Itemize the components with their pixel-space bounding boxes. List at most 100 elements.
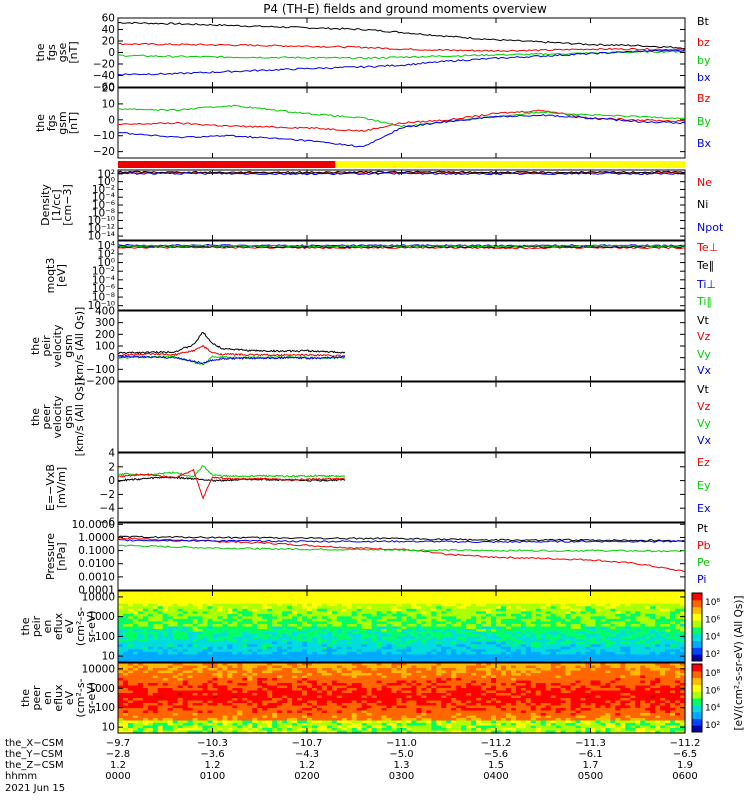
heatmap-cell	[356, 623, 363, 628]
heatmap-cell	[421, 598, 427, 602]
heatmap-cell	[207, 651, 214, 655]
heatmap-cell	[331, 710, 338, 714]
heatmap-cell	[530, 591, 537, 595]
heatmap-cell	[515, 654, 522, 658]
heatmap-cell	[321, 690, 328, 694]
heatmap-cell	[620, 611, 626, 615]
heatmap-cell	[535, 606, 542, 610]
heatmap-cell	[645, 593, 651, 597]
heatmap-cell	[177, 683, 184, 687]
heatmap-cell	[351, 715, 358, 719]
heatmap-cell	[630, 659, 636, 663]
heatmap-cell	[267, 596, 273, 600]
heatmap-cell	[157, 675, 164, 679]
heatmap-cell	[540, 623, 547, 628]
heatmap-cell	[177, 616, 184, 620]
heatmap-cell	[575, 644, 582, 648]
heatmap-cell	[212, 725, 219, 729]
heatmap-cell	[436, 621, 442, 625]
heatmap-cell	[371, 639, 378, 643]
heatmap-cell	[471, 616, 477, 620]
heatmap-cell	[152, 718, 159, 722]
heatmap-cell	[302, 678, 308, 682]
heatmap-cell	[147, 646, 154, 650]
heatmap-cell	[282, 708, 288, 712]
heatmap-cell	[436, 611, 442, 615]
heatmap-cell	[262, 675, 268, 679]
heatmap-cell	[257, 725, 263, 729]
heatmap-cell	[366, 646, 373, 650]
heatmap-cell	[137, 659, 144, 663]
heatmap-cell	[570, 606, 577, 610]
heatmap-cell	[615, 608, 621, 612]
heatmap-cell	[212, 730, 219, 734]
heatmap-cell	[267, 656, 273, 661]
heatmap-cell	[421, 641, 427, 645]
heatmap-cell	[421, 646, 427, 650]
heatmap-cell	[351, 631, 358, 635]
heatmap-cell	[515, 613, 522, 617]
heatmap-cell	[132, 725, 139, 729]
heatmap-cell	[237, 646, 243, 650]
heatmap-cell	[675, 629, 681, 633]
heatmap-cell	[630, 591, 636, 595]
heatmap-cell	[272, 618, 278, 623]
heatmap-cell	[371, 596, 378, 600]
heatmap-cell	[436, 641, 442, 645]
heatmap-cell	[500, 616, 507, 620]
heatmap-cell	[142, 601, 149, 605]
heatmap-cell	[341, 608, 348, 612]
heatmap-cell	[381, 601, 388, 605]
heatmap-cell	[351, 616, 358, 620]
heatmap-cell	[247, 656, 253, 661]
heatmap-cell	[356, 601, 363, 605]
heatmap-cell	[670, 654, 676, 658]
y-tick-label: 10⁻¹²	[88, 223, 115, 235]
heatmap-cell	[361, 673, 368, 677]
heatmap-cell	[137, 725, 144, 729]
heatmap-cell	[202, 611, 209, 615]
heatmap-cell	[122, 613, 129, 617]
heatmap-cell	[127, 616, 134, 620]
heatmap-cell	[545, 608, 552, 612]
heatmap-cell	[187, 708, 194, 712]
heatmap-cell	[346, 598, 353, 602]
heatmap-cell	[600, 656, 607, 661]
heatmap-cell	[162, 598, 169, 602]
heatmap-cell	[232, 725, 238, 729]
y-tick-label: 20	[102, 36, 115, 48]
heatmap-cell	[217, 710, 224, 714]
heatmap-cell	[297, 720, 303, 724]
heatmap-cell	[282, 703, 288, 707]
heatmap-cell	[595, 644, 602, 648]
heatmap-cell	[595, 601, 602, 605]
heatmap-cell	[505, 656, 512, 661]
heatmap-cell	[341, 611, 348, 615]
heatmap-cell	[336, 688, 343, 692]
heatmap-cell	[302, 685, 308, 689]
heatmap-cell	[346, 678, 353, 682]
heatmap-cell	[461, 591, 467, 595]
heatmap-cell	[287, 644, 293, 648]
heatmap-cell	[336, 703, 343, 707]
heatmap-cell	[247, 596, 253, 600]
heatmap-cell	[555, 606, 562, 610]
heatmap-cell	[441, 641, 447, 645]
heatmap-cell	[590, 598, 597, 602]
heatmap-cell	[496, 611, 502, 615]
heatmap-cell	[282, 631, 288, 635]
heatmap-cell	[182, 683, 189, 687]
heatmap-cell	[491, 606, 497, 610]
heatmap-cell	[127, 715, 134, 719]
heatmap-cell	[406, 603, 413, 607]
heatmap-cell	[237, 705, 243, 709]
heatmap-cell	[640, 618, 646, 623]
heatmap-cell	[282, 644, 288, 648]
heatmap-cell	[227, 718, 233, 722]
heatmap-cell	[287, 675, 293, 679]
heatmap-cell	[630, 636, 636, 640]
heatmap-cell	[142, 626, 149, 630]
heatmap-cell	[326, 649, 333, 653]
heatmap-cell	[540, 639, 547, 643]
heatmap-cell	[237, 693, 243, 697]
